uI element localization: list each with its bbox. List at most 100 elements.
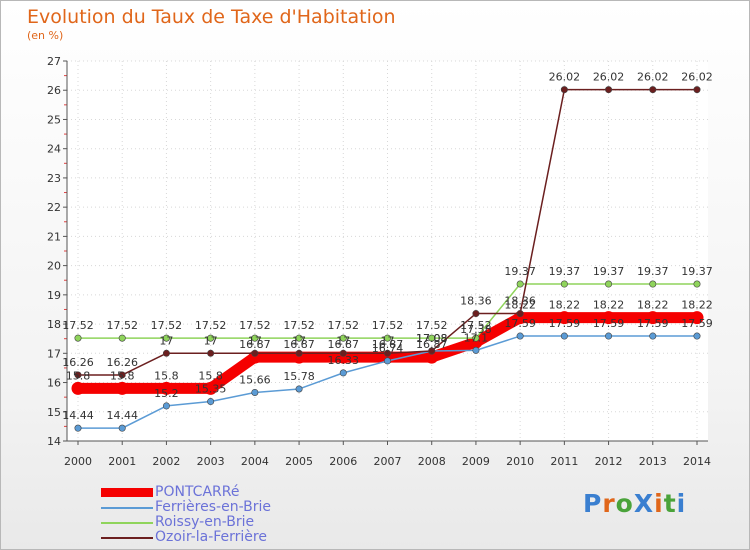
x-tick-label: 2002 bbox=[152, 455, 180, 468]
data-point bbox=[115, 381, 129, 395]
data-label: 26.02 bbox=[637, 71, 669, 84]
data-label: 16.87 bbox=[239, 338, 271, 351]
x-tick-label: 2007 bbox=[374, 455, 402, 468]
data-point bbox=[118, 334, 126, 342]
data-label: 14.44 bbox=[106, 409, 138, 422]
data-point bbox=[207, 349, 215, 357]
y-tick-label: 22 bbox=[47, 201, 61, 214]
data-point bbox=[339, 349, 347, 357]
data-label: 17.08 bbox=[416, 332, 448, 345]
legend-item: Ozoir-la-Ferrière bbox=[101, 530, 271, 545]
x-tick-label: 2003 bbox=[197, 455, 225, 468]
data-point bbox=[339, 334, 347, 342]
series-1 bbox=[74, 332, 701, 432]
data-label: 17.52 bbox=[283, 319, 315, 332]
logo-letter: i bbox=[676, 489, 687, 518]
logo-letter: o bbox=[615, 489, 634, 518]
data-point bbox=[602, 311, 616, 325]
data-label: 15.66 bbox=[239, 373, 271, 386]
data-label: 16.26 bbox=[62, 356, 94, 369]
legend-item: Roissy-en-Brie bbox=[101, 515, 271, 530]
y-tick-label: 25 bbox=[47, 113, 61, 126]
y-tick-label: 23 bbox=[47, 172, 61, 185]
legend: PONTCARRé Ferrières-en-Brie Roissy-en-Brie… bbox=[101, 485, 271, 545]
data-point bbox=[71, 381, 85, 395]
data-point bbox=[428, 334, 436, 342]
legend-label: Ferrières-en-Brie bbox=[155, 499, 271, 515]
x-tick-label: 2013 bbox=[639, 455, 667, 468]
data-label: 16.74 bbox=[372, 342, 404, 355]
data-point bbox=[162, 402, 170, 410]
legend-swatch bbox=[101, 521, 153, 524]
data-label: 17.59 bbox=[504, 317, 536, 330]
data-label: 16.87 bbox=[416, 338, 448, 351]
data-label: 16.87 bbox=[283, 338, 315, 351]
data-point bbox=[516, 280, 524, 288]
legend-item: Ferrières-en-Brie bbox=[101, 500, 271, 515]
x-tick-label: 2014 bbox=[683, 455, 711, 468]
data-point bbox=[295, 385, 303, 393]
data-point bbox=[74, 334, 82, 342]
data-label: 18.22 bbox=[504, 299, 536, 312]
data-label: 17 bbox=[159, 334, 173, 347]
x-tick-label: 2000 bbox=[64, 455, 92, 468]
data-point bbox=[649, 280, 657, 288]
data-label: 16.87 bbox=[328, 338, 360, 351]
data-point bbox=[425, 350, 439, 364]
data-point bbox=[295, 334, 303, 342]
data-label: 17.59 bbox=[549, 317, 581, 330]
data-label: 17.08 bbox=[416, 332, 448, 345]
y-unit-label: (en %) bbox=[27, 29, 64, 42]
y-tick-label: 18 bbox=[47, 318, 61, 331]
data-label: 26.02 bbox=[681, 71, 713, 84]
data-point bbox=[693, 86, 701, 94]
data-point bbox=[74, 424, 82, 432]
logo-letter: X bbox=[633, 489, 655, 518]
legend-label: Ozoir-la-Ferrière bbox=[155, 529, 267, 545]
data-label: 17.1 bbox=[464, 331, 489, 344]
data-label: 15.78 bbox=[283, 370, 315, 383]
data-label: 19.37 bbox=[504, 265, 536, 278]
data-label: 17 bbox=[292, 334, 306, 347]
data-label: 17 bbox=[204, 334, 218, 347]
y-tick-label: 21 bbox=[47, 230, 61, 243]
data-label: 17.59 bbox=[637, 317, 669, 330]
chart-title: Evolution du Taux de Taxe d'Habitation bbox=[27, 6, 396, 28]
data-point bbox=[204, 381, 218, 395]
data-label: 15.8 bbox=[198, 369, 223, 382]
data-point bbox=[159, 381, 173, 395]
logo-letter: r bbox=[602, 489, 616, 518]
data-label: 18.22 bbox=[593, 299, 625, 312]
data-point bbox=[383, 349, 391, 357]
data-point bbox=[605, 280, 613, 288]
data-label: 18.36 bbox=[460, 295, 492, 308]
data-point bbox=[383, 334, 391, 342]
y-tick-label: 16 bbox=[47, 377, 61, 390]
legend-swatch bbox=[101, 536, 153, 539]
data-point bbox=[207, 334, 215, 342]
data-point bbox=[605, 86, 613, 94]
data-point bbox=[162, 349, 170, 357]
data-point bbox=[472, 310, 480, 318]
data-label: 19.37 bbox=[637, 265, 669, 278]
x-tick-label: 2008 bbox=[418, 455, 446, 468]
x-tick-label: 2009 bbox=[462, 455, 490, 468]
x-tick-label: 2011 bbox=[550, 455, 578, 468]
proxiti-logo: ProXiti bbox=[583, 489, 686, 518]
y-tick-label: 26 bbox=[47, 84, 61, 97]
data-point bbox=[649, 86, 657, 94]
data-point bbox=[560, 280, 568, 288]
logo-letter: t bbox=[663, 489, 677, 518]
x-tick-label: 2001 bbox=[108, 455, 136, 468]
data-label: 17.59 bbox=[681, 317, 713, 330]
legend-label: Roissy-en-Brie bbox=[155, 514, 255, 530]
data-label: 17.52 bbox=[62, 319, 94, 332]
data-point bbox=[516, 310, 524, 318]
data-point bbox=[649, 332, 657, 340]
data-label: 19.37 bbox=[549, 265, 581, 278]
data-label: 17.52 bbox=[460, 319, 492, 332]
data-label: 14.44 bbox=[62, 409, 94, 422]
data-point bbox=[383, 357, 391, 365]
